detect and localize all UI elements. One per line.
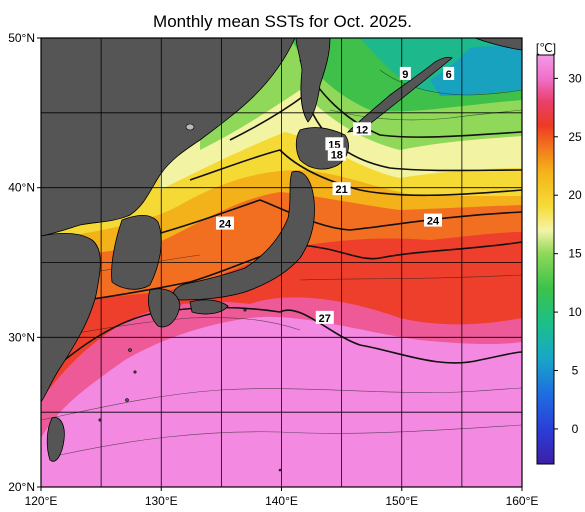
colorbar-tick-label: 15	[568, 247, 582, 261]
honshu	[173, 170, 315, 301]
lat-tick-label: 40°N	[8, 181, 35, 195]
contour-label: 27	[319, 313, 331, 325]
isotherm-27	[41, 306, 522, 381]
contour-label-bg	[315, 310, 334, 324]
colorbar-tick-label: 20	[568, 188, 582, 202]
contour-label: 9	[402, 69, 408, 81]
contour-label: 12	[356, 124, 368, 136]
asian-mainland	[41, 38, 296, 237]
lon-tick-label: 160°E	[506, 494, 539, 508]
contour-label: 24	[427, 216, 440, 228]
colorbar-tick-label: 25	[568, 130, 582, 144]
contour-label-bg	[215, 216, 234, 230]
contour-label-bg	[327, 147, 346, 161]
colorbar-unit: [℃]	[536, 41, 556, 55]
korean-peninsula	[111, 214, 162, 290]
contour-label-bg	[443, 66, 455, 80]
contour-label: 24	[219, 219, 232, 231]
sst-band-6	[430, 46, 522, 96]
isotherm-12	[299, 59, 522, 138]
contour-lines	[41, 59, 522, 381]
colorbar-tick-label: 10	[568, 305, 582, 319]
lon-tick-label: 150°E	[385, 494, 418, 508]
axis-labels: 120°E 130°E 140°E 150°E 160°E 20°N 30°N 40°N 50°…	[8, 31, 538, 508]
land	[41, 38, 522, 462]
kamchatka	[474, 38, 522, 51]
kyushu	[148, 288, 181, 328]
china-coast	[41, 232, 101, 403]
colorbar-bar	[536, 54, 555, 465]
contour-label: 21	[336, 184, 348, 196]
sakhalin	[295, 38, 331, 123]
colorbar: [℃] 0 5 10 15 20 25 30	[536, 41, 582, 465]
colorbar-tick-label: 0	[572, 422, 579, 436]
taiwan	[46, 417, 65, 462]
contour-label: 18	[331, 150, 343, 162]
isotherm-18	[189, 149, 522, 197]
map-area	[41, 38, 522, 487]
map-title: Monthly mean SSTs for Oct. 2025.	[153, 12, 412, 31]
colorbar-tick-label: 30	[568, 71, 582, 85]
small-islands	[98, 123, 282, 472]
lon-tick-label: 140°E	[265, 494, 298, 508]
lat-tick-label: 50°N	[8, 31, 35, 45]
colorbar-tick-label: 5	[572, 364, 579, 378]
lat-tick-label: 30°N	[8, 330, 35, 344]
colorbar-ticks: 0 5 10 15 20 25 30	[554, 71, 582, 436]
contour-label: 6	[446, 69, 452, 81]
contour-label-bg	[332, 182, 351, 196]
contour-label-bg	[325, 137, 344, 151]
lon-tick-label: 130°E	[145, 494, 178, 508]
graticule	[41, 38, 522, 487]
contour-label-bg	[353, 122, 372, 136]
lon-tick-label: 120°E	[25, 494, 58, 508]
shikoku	[189, 299, 229, 315]
contour-label-bg	[424, 213, 443, 227]
contour-label-bg	[399, 66, 411, 80]
lat-tick-label: 20°N	[8, 480, 35, 494]
